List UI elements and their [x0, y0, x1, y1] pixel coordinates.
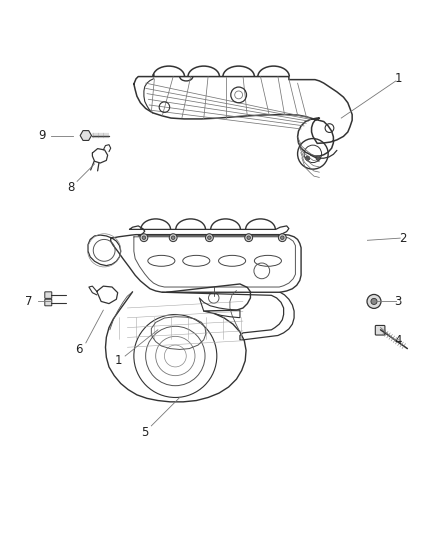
- Text: 1: 1: [394, 72, 402, 85]
- Circle shape: [169, 234, 177, 241]
- Circle shape: [142, 236, 146, 239]
- Circle shape: [208, 236, 211, 239]
- Circle shape: [367, 294, 381, 309]
- Circle shape: [247, 236, 251, 239]
- FancyBboxPatch shape: [375, 326, 385, 335]
- Text: 1: 1: [115, 354, 122, 367]
- FancyBboxPatch shape: [45, 292, 52, 298]
- Circle shape: [316, 156, 320, 160]
- Circle shape: [371, 298, 377, 304]
- Circle shape: [171, 236, 175, 239]
- FancyBboxPatch shape: [45, 299, 52, 306]
- Circle shape: [305, 156, 310, 160]
- Text: 6: 6: [75, 343, 83, 356]
- Text: 3: 3: [394, 295, 402, 308]
- Circle shape: [281, 236, 284, 239]
- Circle shape: [140, 234, 148, 241]
- Circle shape: [279, 234, 286, 241]
- Text: 7: 7: [25, 295, 33, 308]
- Text: 2: 2: [399, 232, 406, 245]
- Text: 8: 8: [67, 181, 74, 195]
- Text: 4: 4: [394, 334, 402, 347]
- Circle shape: [205, 234, 213, 241]
- Text: 9: 9: [39, 129, 46, 142]
- Text: 5: 5: [141, 426, 148, 439]
- Circle shape: [245, 234, 253, 241]
